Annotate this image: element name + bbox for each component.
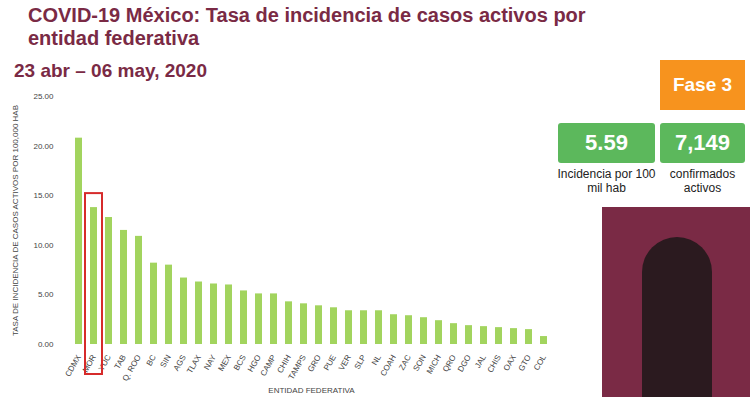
svg-text:TAMPS: TAMPS: [287, 353, 308, 381]
svg-text:0.00: 0.00: [38, 340, 54, 349]
svg-text:HGO: HGO: [246, 353, 263, 374]
svg-text:10.00: 10.00: [33, 241, 54, 250]
html-text:7,149: 7,149: [675, 130, 730, 155]
svg-text:YUC: YUC: [97, 353, 113, 372]
svg-text:MICH: MICH: [425, 353, 443, 375]
svg-text:NL: NL: [370, 353, 383, 367]
svg-text:Q. ROO: Q. ROO: [121, 353, 143, 383]
svg-text:TLAX: TLAX: [185, 353, 203, 375]
svg-text:MOR: MOR: [81, 353, 98, 374]
svg-text:TAB: TAB: [112, 353, 128, 371]
svg-text:SIN: SIN: [158, 353, 173, 369]
html-text:23 abr – 06 may, 2020: 23 abr – 06 may, 2020: [14, 60, 207, 81]
svg-text:COL: COL: [532, 353, 548, 372]
html-text:Incidencia por 100 mil hab: Incidencia por 100 mil hab: [557, 167, 656, 195]
svg-text:VER: VER: [337, 353, 353, 372]
svg-text:JAL: JAL: [473, 353, 488, 370]
svg-text:MEX: MEX: [216, 353, 233, 373]
svg-text:25.00: 25.00: [33, 92, 54, 101]
svg-text:PUE: PUE: [322, 353, 338, 372]
svg-text:NAY: NAY: [202, 353, 218, 372]
svg-text:CHIS: CHIS: [486, 353, 503, 374]
svg-text:ENTIDAD FEDERATIVA: ENTIDAD FEDERATIVA: [268, 386, 355, 395]
svg-text:AGS: AGS: [171, 353, 188, 373]
html-text:confirmados activos: confirmados activos: [669, 167, 736, 195]
svg-text:SLP: SLP: [353, 353, 368, 371]
svg-text:GTO: GTO: [517, 353, 533, 372]
svg-text:ZAC: ZAC: [397, 353, 413, 372]
svg-text:COAH: COAH: [379, 353, 398, 378]
svg-text:TASA DE INCIDENCIA DE CASOS AC: TASA DE INCIDENCIA DE CASOS ACTIVOS POR …: [11, 105, 20, 336]
svg-text:BCS: BCS: [231, 353, 248, 372]
html-text:5.59: 5.59: [585, 130, 628, 155]
svg-text:5.00: 5.00: [38, 290, 54, 299]
html-text:Fase 3: Fase 3: [672, 74, 733, 95]
svg-text:SON: SON: [411, 353, 428, 373]
svg-text:20.00: 20.00: [33, 142, 54, 151]
html-text:COVID-19 México: Tasa de incid: COVID-19 México: Tasa de incidencia de c…: [28, 4, 586, 49]
svg-text:OAX: OAX: [502, 353, 519, 373]
svg-text:QRO: QRO: [441, 353, 458, 373]
svg-text:CAMP: CAMP: [259, 353, 278, 378]
svg-text:15.00: 15.00: [33, 191, 54, 200]
svg-text:CDMX: CDMX: [63, 353, 83, 378]
svg-text:GRO: GRO: [306, 353, 323, 373]
svg-text:DGO: DGO: [456, 353, 473, 373]
svg-text:CHIH: CHIH: [275, 353, 293, 375]
svg-text:BC: BC: [145, 353, 158, 367]
